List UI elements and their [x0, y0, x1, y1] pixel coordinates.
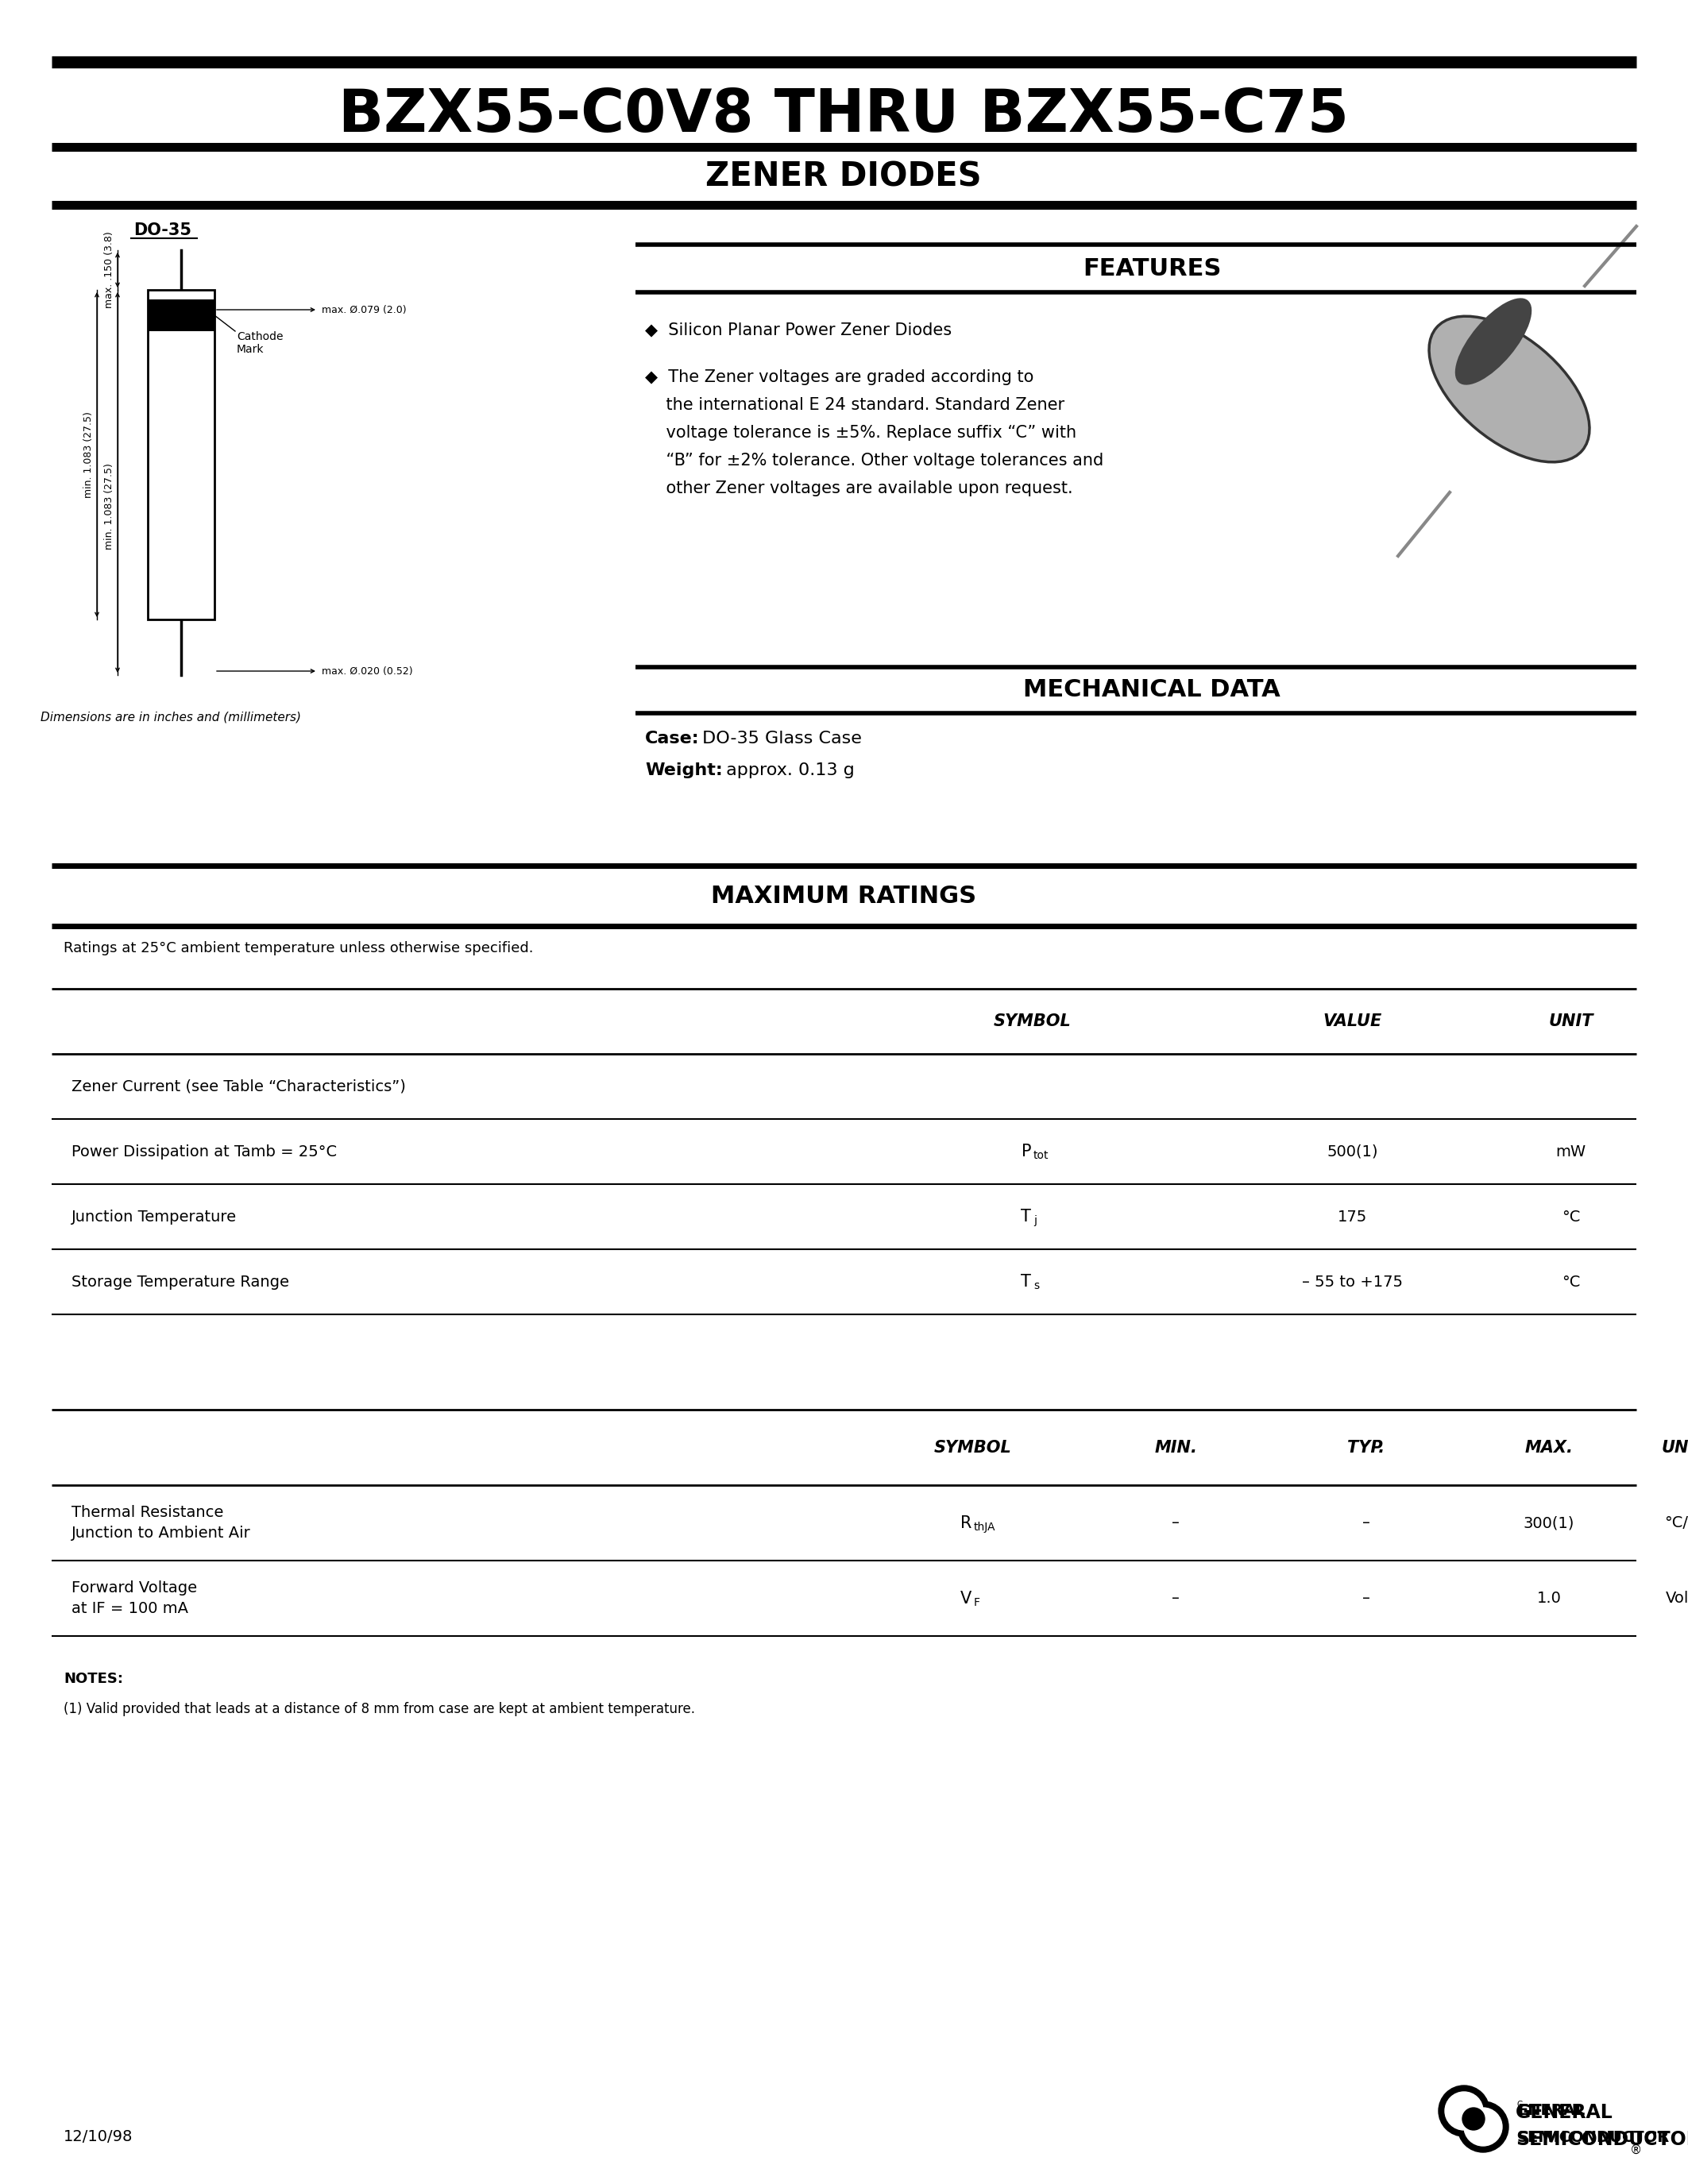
- Text: Cathode
Mark: Cathode Mark: [236, 332, 284, 356]
- Text: TYP.: TYP.: [1347, 1439, 1384, 1455]
- Text: (1) Valid provided that leads at a distance of 8 mm from case are kept at ambien: (1) Valid provided that leads at a dista…: [64, 1701, 695, 1717]
- Text: °C/W: °C/W: [1664, 1516, 1688, 1531]
- Text: Forward Voltage: Forward Voltage: [71, 1581, 197, 1597]
- Text: V: V: [960, 1590, 972, 1605]
- Text: P: P: [1021, 1144, 1031, 1160]
- Text: –: –: [1362, 1590, 1371, 1605]
- Text: GENERAL: GENERAL: [1516, 2103, 1614, 2123]
- Text: mW: mW: [1556, 1144, 1587, 1160]
- Circle shape: [1458, 2101, 1509, 2151]
- Text: –: –: [1171, 1590, 1180, 1605]
- Text: 500(1): 500(1): [1327, 1144, 1377, 1160]
- Text: 1.0: 1.0: [1536, 1590, 1561, 1605]
- Text: MECHANICAL DATA: MECHANICAL DATA: [1023, 677, 1281, 701]
- Text: – 55 to +175: – 55 to +175: [1301, 1273, 1403, 1289]
- Text: ◆  Silicon Planar Power Zener Diodes: ◆ Silicon Planar Power Zener Diodes: [645, 321, 952, 339]
- Text: 175: 175: [1337, 1210, 1367, 1225]
- Text: R: R: [960, 1516, 972, 1531]
- Text: Power Dissipation at Tamb = 25°C: Power Dissipation at Tamb = 25°C: [71, 1144, 338, 1160]
- Text: Case:: Case:: [645, 732, 699, 747]
- Text: max. Ø.079 (2.0): max. Ø.079 (2.0): [322, 304, 407, 314]
- Text: UNIT: UNIT: [1548, 1013, 1593, 1029]
- Text: min. 1.083 (27.5): min. 1.083 (27.5): [105, 463, 115, 550]
- Text: thJA: thJA: [974, 1522, 996, 1533]
- Text: °C: °C: [1561, 1273, 1580, 1289]
- Text: at IF = 100 mA: at IF = 100 mA: [71, 1601, 189, 1616]
- Circle shape: [1445, 2092, 1484, 2129]
- Text: approx. 0.13 g: approx. 0.13 g: [721, 762, 854, 778]
- Text: SYMBOL: SYMBOL: [994, 1013, 1072, 1029]
- Text: ®: ®: [1631, 2145, 1642, 2156]
- Text: G: G: [1518, 2101, 1523, 2108]
- Circle shape: [1463, 2108, 1502, 2147]
- Text: max. .150 (3.8): max. .150 (3.8): [105, 232, 115, 308]
- Text: NOTES:: NOTES:: [64, 1671, 123, 1686]
- Text: j: j: [1033, 1214, 1036, 1225]
- Text: Storage Temperature Range: Storage Temperature Range: [71, 1273, 289, 1289]
- Text: DO-35: DO-35: [133, 223, 192, 238]
- Text: ◆  The Zener voltages are graded according to: ◆ The Zener voltages are graded accordin…: [645, 369, 1033, 384]
- Text: SEMICONDUCTOR: SEMICONDUCTOR: [1518, 2129, 1669, 2145]
- Text: Junction Temperature: Junction Temperature: [71, 1210, 236, 1225]
- Circle shape: [1462, 2108, 1485, 2129]
- Text: –: –: [1171, 1516, 1180, 1531]
- Text: Thermal Resistance: Thermal Resistance: [71, 1505, 223, 1520]
- Text: Weight:: Weight:: [645, 762, 722, 778]
- Text: max. Ø.020 (0.52): max. Ø.020 (0.52): [322, 666, 414, 677]
- Text: other Zener voltages are available upon request.: other Zener voltages are available upon …: [645, 480, 1074, 496]
- Text: s: s: [1033, 1280, 1040, 1291]
- Text: MIN.: MIN.: [1155, 1439, 1197, 1455]
- Bar: [149, 290, 214, 620]
- Text: Volts: Volts: [1666, 1590, 1688, 1605]
- Bar: [149, 299, 214, 332]
- Text: tot: tot: [1033, 1151, 1048, 1162]
- Text: ENERAL: ENERAL: [1518, 2103, 1585, 2118]
- Text: “B” for ±2% tolerance. Other voltage tolerances and: “B” for ±2% tolerance. Other voltage tol…: [645, 452, 1104, 470]
- Text: MAXIMUM RATINGS: MAXIMUM RATINGS: [711, 885, 976, 906]
- Text: Junction to Ambient Air: Junction to Ambient Air: [71, 1527, 252, 1540]
- Text: °C: °C: [1561, 1210, 1580, 1225]
- Text: UNIT: UNIT: [1661, 1439, 1688, 1455]
- Text: BZX55-C0V8 THRU BZX55-C75: BZX55-C0V8 THRU BZX55-C75: [338, 85, 1349, 144]
- Text: F: F: [974, 1597, 981, 1607]
- Text: VALUE: VALUE: [1323, 1013, 1382, 1029]
- Text: SEMICONDUCTOR®: SEMICONDUCTOR®: [1516, 2129, 1688, 2149]
- Ellipse shape: [1430, 317, 1590, 463]
- Text: voltage tolerance is ±5%. Replace suffix “C” with: voltage tolerance is ±5%. Replace suffix…: [645, 426, 1077, 441]
- Text: MAX.: MAX.: [1524, 1439, 1573, 1455]
- Text: SYMBOL: SYMBOL: [933, 1439, 1011, 1455]
- Ellipse shape: [1455, 297, 1531, 384]
- Text: DO-35 Glass Case: DO-35 Glass Case: [697, 732, 863, 747]
- Text: min. 1.083 (27.5): min. 1.083 (27.5): [83, 411, 95, 498]
- Text: Ratings at 25°C ambient temperature unless otherwise specified.: Ratings at 25°C ambient temperature unle…: [64, 941, 533, 954]
- Text: T: T: [1021, 1273, 1031, 1291]
- Circle shape: [1438, 2086, 1489, 2136]
- Text: T: T: [1021, 1208, 1031, 1225]
- Text: Zener Current (see Table “Characteristics”): Zener Current (see Table “Characteristic…: [71, 1079, 405, 1094]
- Text: –: –: [1362, 1516, 1371, 1531]
- Text: 12/10/98: 12/10/98: [64, 2129, 133, 2145]
- Text: Dimensions are in inches and (millimeters): Dimensions are in inches and (millimeter…: [41, 710, 300, 723]
- Text: 300(1): 300(1): [1524, 1516, 1575, 1531]
- Text: FEATURES: FEATURES: [1082, 258, 1220, 280]
- Text: ZENER DIODES: ZENER DIODES: [706, 159, 982, 192]
- Text: the international E 24 standard. Standard Zener: the international E 24 standard. Standar…: [645, 397, 1065, 413]
